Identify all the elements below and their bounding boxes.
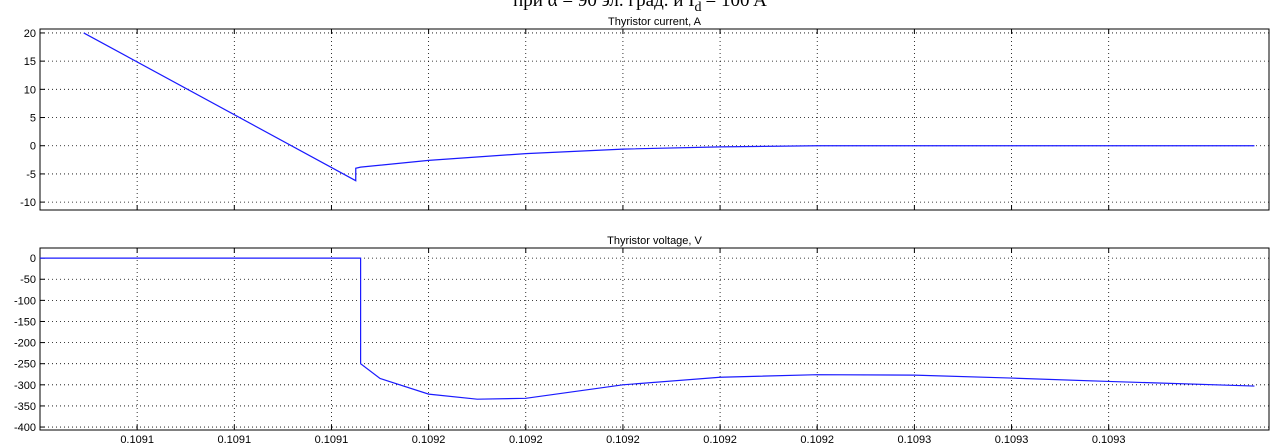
data-line bbox=[83, 32, 1255, 182]
x-tick-label: 0.1091 bbox=[217, 434, 251, 446]
y-tick-label: -10 bbox=[20, 197, 36, 209]
y-tick-label: 10 bbox=[24, 84, 36, 96]
plot-area bbox=[39, 247, 1270, 431]
x-tick-label: 0.1093 bbox=[898, 434, 932, 446]
x-tick-label: 0.1093 bbox=[995, 434, 1029, 446]
y-tick-label: -50 bbox=[20, 274, 36, 286]
y-tick-label: -350 bbox=[14, 401, 36, 413]
x-tick-label: 0.1092 bbox=[800, 434, 834, 446]
caption-sub: d bbox=[695, 0, 702, 15]
y-tick-label: 5 bbox=[30, 113, 36, 125]
y-tick-label: 0 bbox=[30, 141, 36, 153]
y-tick-label: -100 bbox=[14, 295, 36, 307]
y-tick-label: 0 bbox=[30, 253, 36, 265]
y-tick-label: -150 bbox=[14, 316, 36, 328]
y-tick-label: -5 bbox=[26, 169, 36, 181]
caption-text: при α = 90 эл. град. и I bbox=[513, 0, 694, 11]
caption-tail: = 100 A bbox=[706, 0, 768, 11]
y-tick-label: -200 bbox=[14, 338, 36, 350]
caption: при α = 90 эл. град. и Id = 100 A bbox=[513, 0, 767, 15]
y-tick-label: 20 bbox=[24, 28, 36, 40]
x-tick-label: 0.1093 bbox=[1092, 434, 1126, 446]
x-tick-label: 0.1092 bbox=[703, 434, 737, 446]
plot-area bbox=[39, 28, 1270, 211]
chart-title: Thyristor voltage, V bbox=[607, 235, 702, 247]
x-tick-label: 0.1092 bbox=[412, 434, 446, 446]
x-tick-label: 0.1092 bbox=[606, 434, 640, 446]
x-tick-label: 0.1092 bbox=[509, 434, 543, 446]
y-tick-label: -300 bbox=[14, 380, 36, 392]
chart-title: Thyristor current, A bbox=[608, 16, 702, 28]
x-tick-label: 0.1091 bbox=[315, 434, 349, 446]
y-tick-label: 15 bbox=[24, 56, 36, 68]
x-tick-label: 0.1091 bbox=[120, 434, 154, 446]
data-line bbox=[40, 257, 1255, 400]
y-tick-label: -250 bbox=[14, 359, 36, 371]
y-tick-label: -400 bbox=[14, 422, 36, 434]
